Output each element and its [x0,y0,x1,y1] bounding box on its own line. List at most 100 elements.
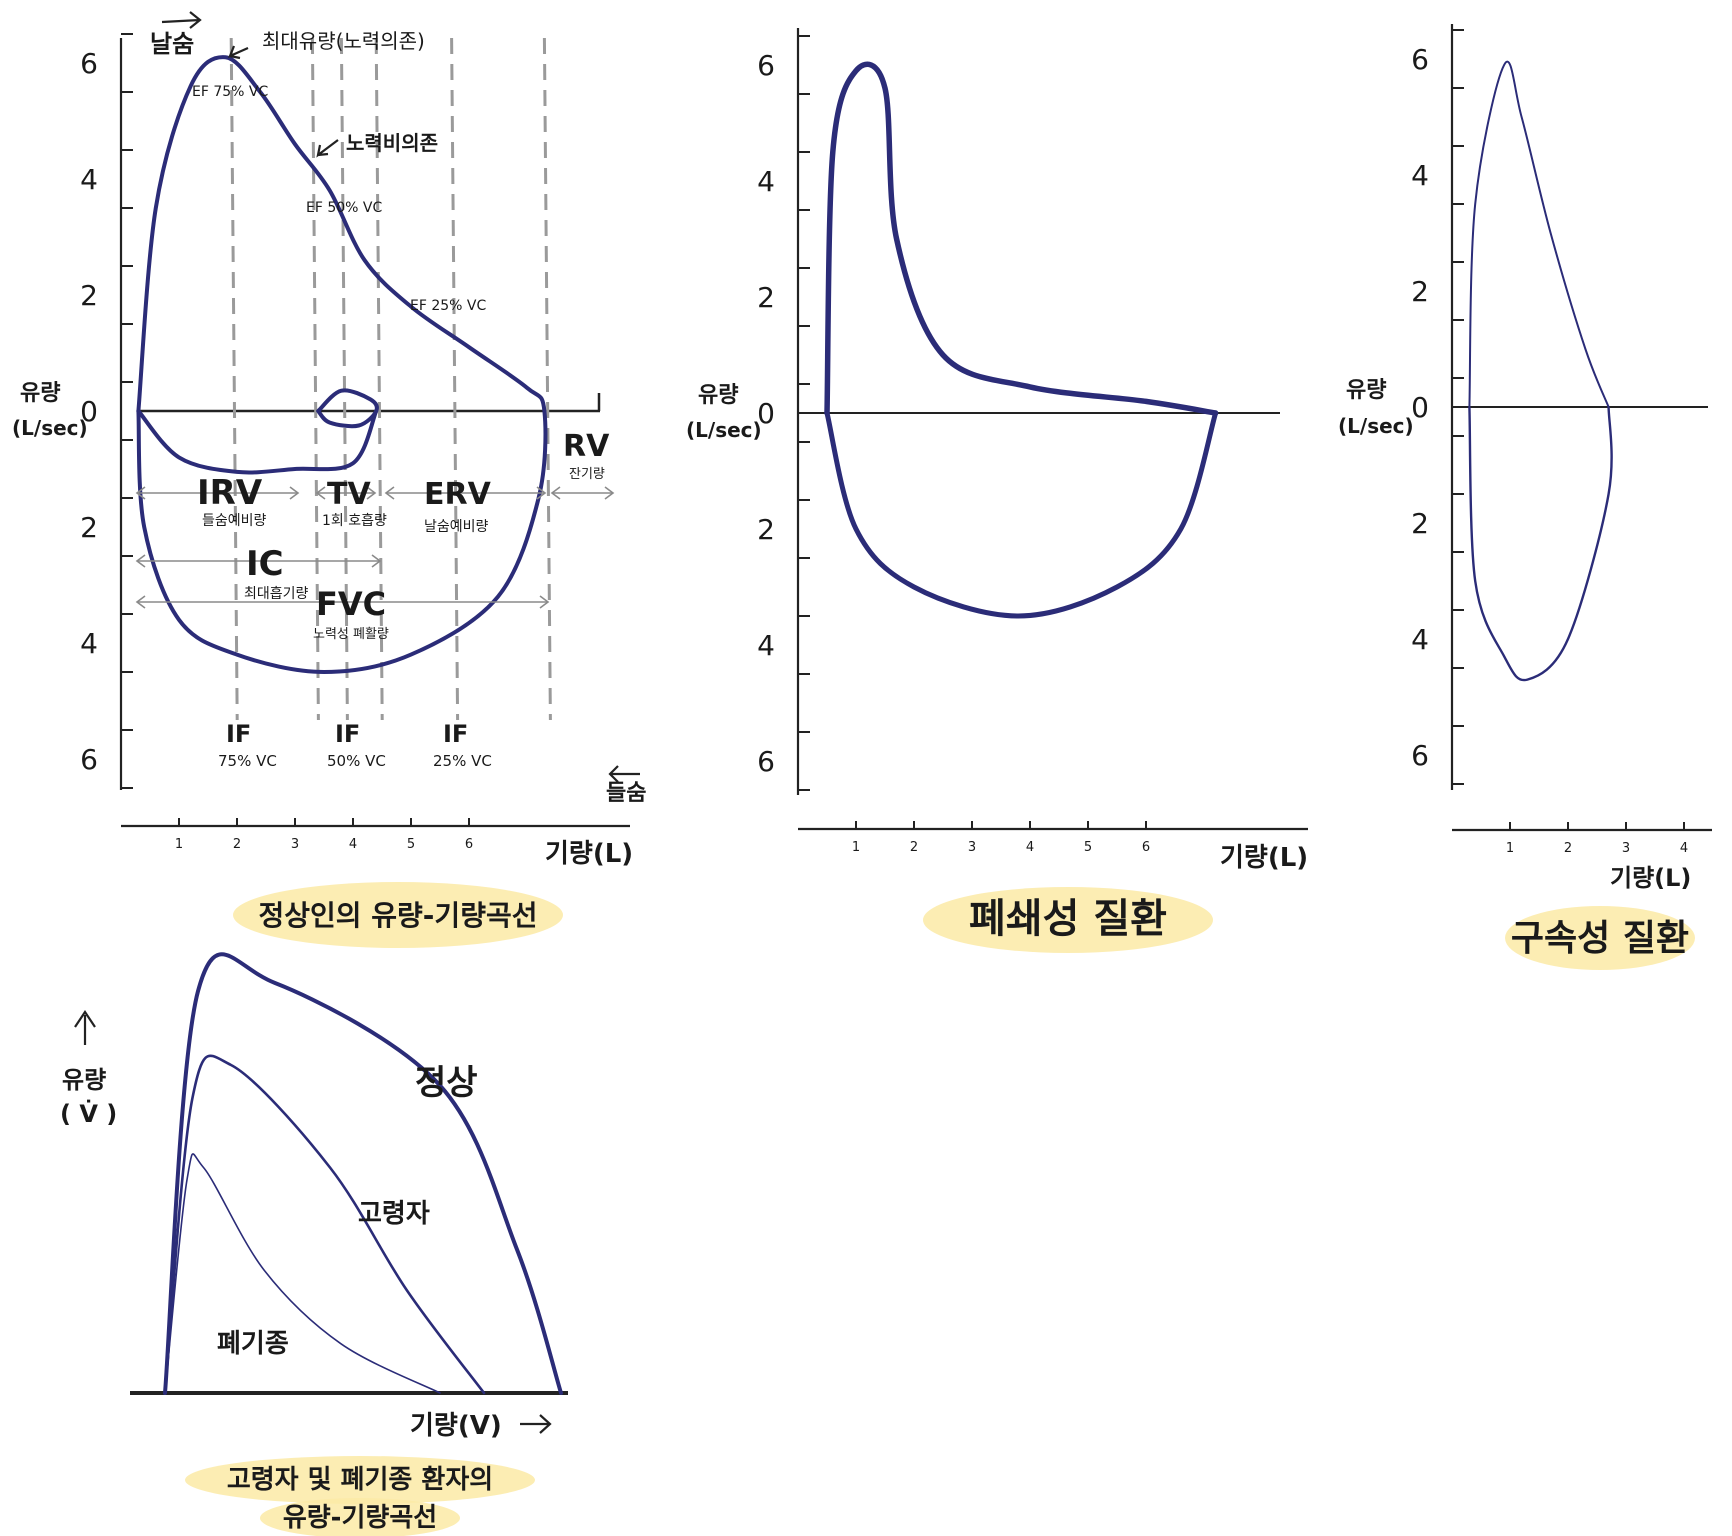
y-axis-label: 유량 [20,381,60,406]
normal-curve [163,952,563,1395]
chart-obstructive: 6 4 2 0 2 4 6 1 2 3 4 5 6 유량 (L/sec) 기량(L) 폐쇄성 질환 [686,28,1308,953]
y-axis-unit: (L/sec) [1338,414,1414,438]
x-axis-label: 기량(L) [1610,864,1691,892]
x-tick-label: 4 [349,837,357,852]
effort-independent-annotation: 노력비의존 [346,131,438,155]
y-axis-label: 유량 [62,1066,106,1094]
inspiration-curve [824,410,1219,619]
title-highlight-line1 [185,1456,535,1504]
inspiration-curve [136,409,379,475]
y-tick-label: 6 [80,47,98,80]
effort-independent-pointer-icon [316,139,339,158]
normal-series-label: 정상 [415,1063,478,1103]
inhale-label: 들숨 [606,781,646,806]
x-axis-label: 기량(L) [1220,843,1308,873]
emphysema-curve [164,1153,441,1394]
chart-title: 구속성 질환 [1511,918,1689,959]
title-highlight [1505,906,1695,970]
if25-label: IF [443,720,468,748]
reference-lines [229,37,552,721]
y-tick-label: 4 [757,165,775,198]
reference-dashed-line [229,37,239,721]
chart-title-line2: 유량-기량곡선 [283,1503,437,1533]
chart-title: 폐쇄성 질환 [969,896,1167,942]
ef50-annotation: EF 50% VC [306,200,382,216]
y-tick-label: 0 [1411,391,1429,424]
x-tick-label: 2 [233,837,241,852]
y-tick-label: 6 [757,49,775,82]
y-tick-label: 6 [1411,739,1429,772]
y-axis-unit: (L/sec) [686,418,762,442]
exhale-arrow-icon [161,11,202,29]
inspiration-curve [1468,405,1613,682]
tv-korean-label: 1회 호흡량 [322,513,387,529]
if75-sub-label: 75% VC [218,752,277,770]
x-tick-label: 2 [910,840,918,855]
expiration-curve [1468,60,1610,408]
reference-dashed-line [374,37,384,721]
fvc-korean-label: 노력성 폐활량 [313,627,389,642]
y-tick-label: 2 [80,279,98,312]
inhale-arrow-icon [608,765,640,783]
irv-korean-label: 들숨예비량 [202,513,267,529]
chart-title-line1: 고령자 및 폐기종 환자의 [227,1465,493,1495]
y-tick-label: 0 [757,397,775,430]
rv-korean-label: 잔기량 [569,467,605,482]
ef25-annotation: EF 25% VC [410,298,486,314]
erv-korean-label: 날숨예비량 [424,519,489,535]
volume-span-arrows [135,486,615,609]
reference-dashed-line [450,37,460,721]
reference-dashed-line [339,37,349,721]
y-tick-label: 2 [80,511,98,544]
y-tick-label: 2 [757,281,775,314]
y-tick-label: 4 [1411,623,1429,656]
x-tick-label: 5 [407,837,415,852]
if75-label: IF [226,720,251,748]
y-tick-label: 4 [757,629,775,662]
ic-label: IC [246,544,284,584]
title-highlight-line2 [260,1498,460,1536]
expiration-curve [824,61,1219,416]
chart-elderly-emphysema: 정상 고령자 폐기종 유량 ( V̇ ) 기량(V) 고령자 및 폐기종 환자의… [60,952,568,1536]
if50-label: IF [335,720,360,748]
emphysema-series-label: 폐기종 [217,1329,289,1359]
x-axis-label: 기량(L) [545,839,633,869]
y-axis-arrow-icon [74,1010,96,1045]
tv-label: TV [327,477,371,512]
x-tick-label: 1 [1506,841,1514,856]
x-axis-arrow-icon [520,1414,552,1434]
title-highlight [233,882,563,948]
x-tick-label: 4 [1026,840,1034,855]
y-tick-label: 2 [1411,275,1429,308]
ic-korean-label: 최대흡기량 [244,586,309,602]
ef75-annotation: EF 75% VC [192,84,268,100]
elderly-series-label: 고령자 [358,1199,430,1229]
y-tick-label: 2 [757,513,775,546]
x-tick-label: 3 [968,840,976,855]
y-axis-unit: (L/sec) [12,416,88,440]
if50-sub-label: 50% VC [327,752,386,770]
pef-annotation: 최대유량(노력의존) [262,29,425,53]
x-tick-label: 1 [175,837,183,852]
x-tick-label: 3 [1622,841,1630,856]
x-axis-label: 기량(V) [410,1411,502,1441]
x-tick-label: 3 [291,837,299,852]
y-tick-label: 4 [80,627,98,660]
tv-loop-curve [316,388,379,429]
pef-pointer-icon [227,45,249,60]
y-tick-label: 4 [1411,159,1429,192]
y-tick-label: 4 [80,163,98,196]
rv-label: RV [563,429,610,464]
x-tick-label: 1 [852,840,860,855]
irv-label: IRV [197,473,263,513]
chart-restrictive: 6 4 2 0 2 4 6 1 2 3 4 유량 (L/sec) 기량(L) 구속성 질환 [1338,24,1712,970]
title-highlight [923,887,1213,953]
erv-label: ERV [424,477,492,512]
y-tick-label: 6 [80,743,98,776]
x-tick-label: 4 [1680,841,1688,856]
chart-title: 정상인의 유량-기량곡선 [259,899,538,932]
x-tick-label: 2 [1564,841,1572,856]
y-tick-label: 6 [757,745,775,778]
exhale-label: 날숨 [150,30,194,58]
